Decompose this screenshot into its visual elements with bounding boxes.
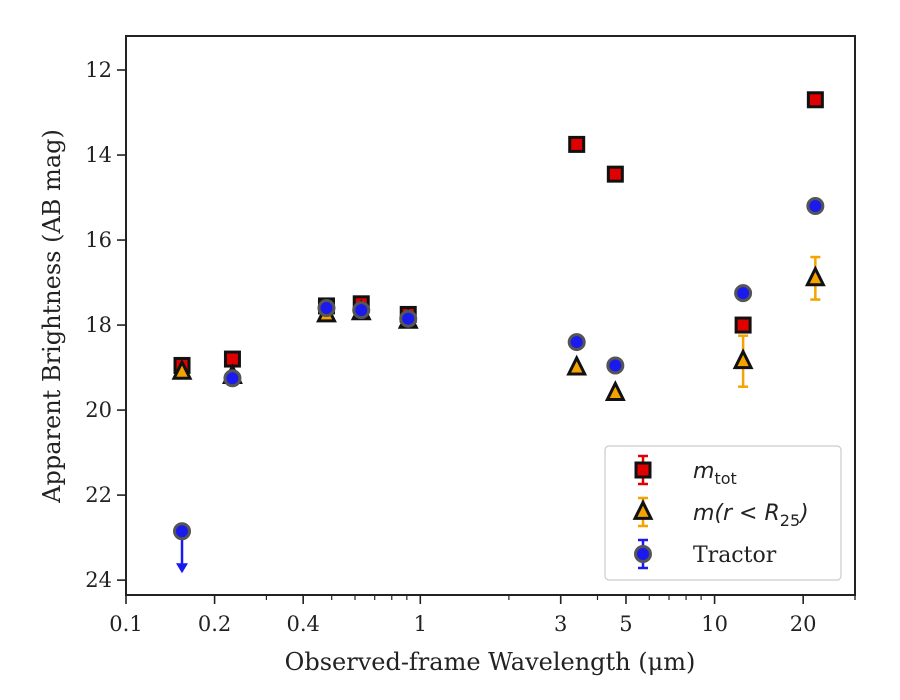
data-point bbox=[223, 369, 242, 388]
y-tick-label: 16 bbox=[85, 228, 112, 252]
y-tick-label: 22 bbox=[85, 483, 112, 507]
data-point bbox=[566, 354, 588, 376]
series-circle bbox=[173, 197, 825, 574]
y-tick-label: 18 bbox=[85, 313, 112, 337]
legend-marker bbox=[632, 499, 654, 520]
data-point bbox=[399, 309, 418, 328]
data-point bbox=[604, 380, 626, 401]
data-point bbox=[173, 522, 192, 541]
legend-label: m(r < R25) bbox=[693, 501, 809, 530]
x-tick-label: 10 bbox=[701, 612, 728, 636]
upper-limit-arrowhead bbox=[176, 563, 189, 574]
y-tick-label: 20 bbox=[85, 398, 112, 422]
y-tick-label: 14 bbox=[85, 143, 112, 167]
data-point bbox=[606, 356, 625, 375]
data-point bbox=[317, 299, 336, 318]
legend-label: mtot bbox=[693, 459, 737, 488]
data-point bbox=[734, 284, 753, 303]
y-tick-label: 12 bbox=[85, 58, 112, 82]
legend-marker bbox=[634, 461, 652, 479]
legend-label: Tractor bbox=[693, 543, 777, 568]
data-point bbox=[568, 135, 586, 153]
y-axis-label: Apparent Brightness (AB mag) bbox=[38, 129, 66, 504]
y-tick-label: 24 bbox=[85, 568, 112, 592]
legend-box bbox=[604, 445, 842, 581]
y-axis-ticks: 12 14 16 18 20 22 24 bbox=[85, 58, 126, 592]
data-point bbox=[567, 333, 586, 352]
data-marks bbox=[171, 91, 826, 574]
data-point bbox=[352, 301, 371, 320]
x-axis-ticks: 0.1 0.2 0.4 1 3 5 10 20 bbox=[109, 595, 856, 636]
x-tick-label: 0.4 bbox=[286, 612, 319, 636]
x-tick-label: 0.2 bbox=[198, 612, 231, 636]
data-point bbox=[806, 197, 825, 216]
data-point bbox=[806, 91, 824, 109]
data-point bbox=[804, 265, 826, 287]
x-axis-label: Observed-frame Wavelength (μm) bbox=[285, 648, 696, 676]
x-tick-label: 3 bbox=[554, 612, 567, 636]
data-point bbox=[734, 316, 752, 334]
x-tick-label: 1 bbox=[414, 612, 427, 636]
data-point bbox=[732, 348, 754, 370]
x-tick-label: 5 bbox=[619, 612, 632, 636]
x-tick-label: 0.1 bbox=[109, 612, 142, 636]
data-point bbox=[606, 165, 624, 183]
legend: mtot m(r < R25) Tractor bbox=[604, 445, 842, 581]
x-tick-label: 20 bbox=[790, 612, 817, 636]
legend-marker bbox=[634, 545, 652, 563]
data-point bbox=[171, 358, 193, 380]
